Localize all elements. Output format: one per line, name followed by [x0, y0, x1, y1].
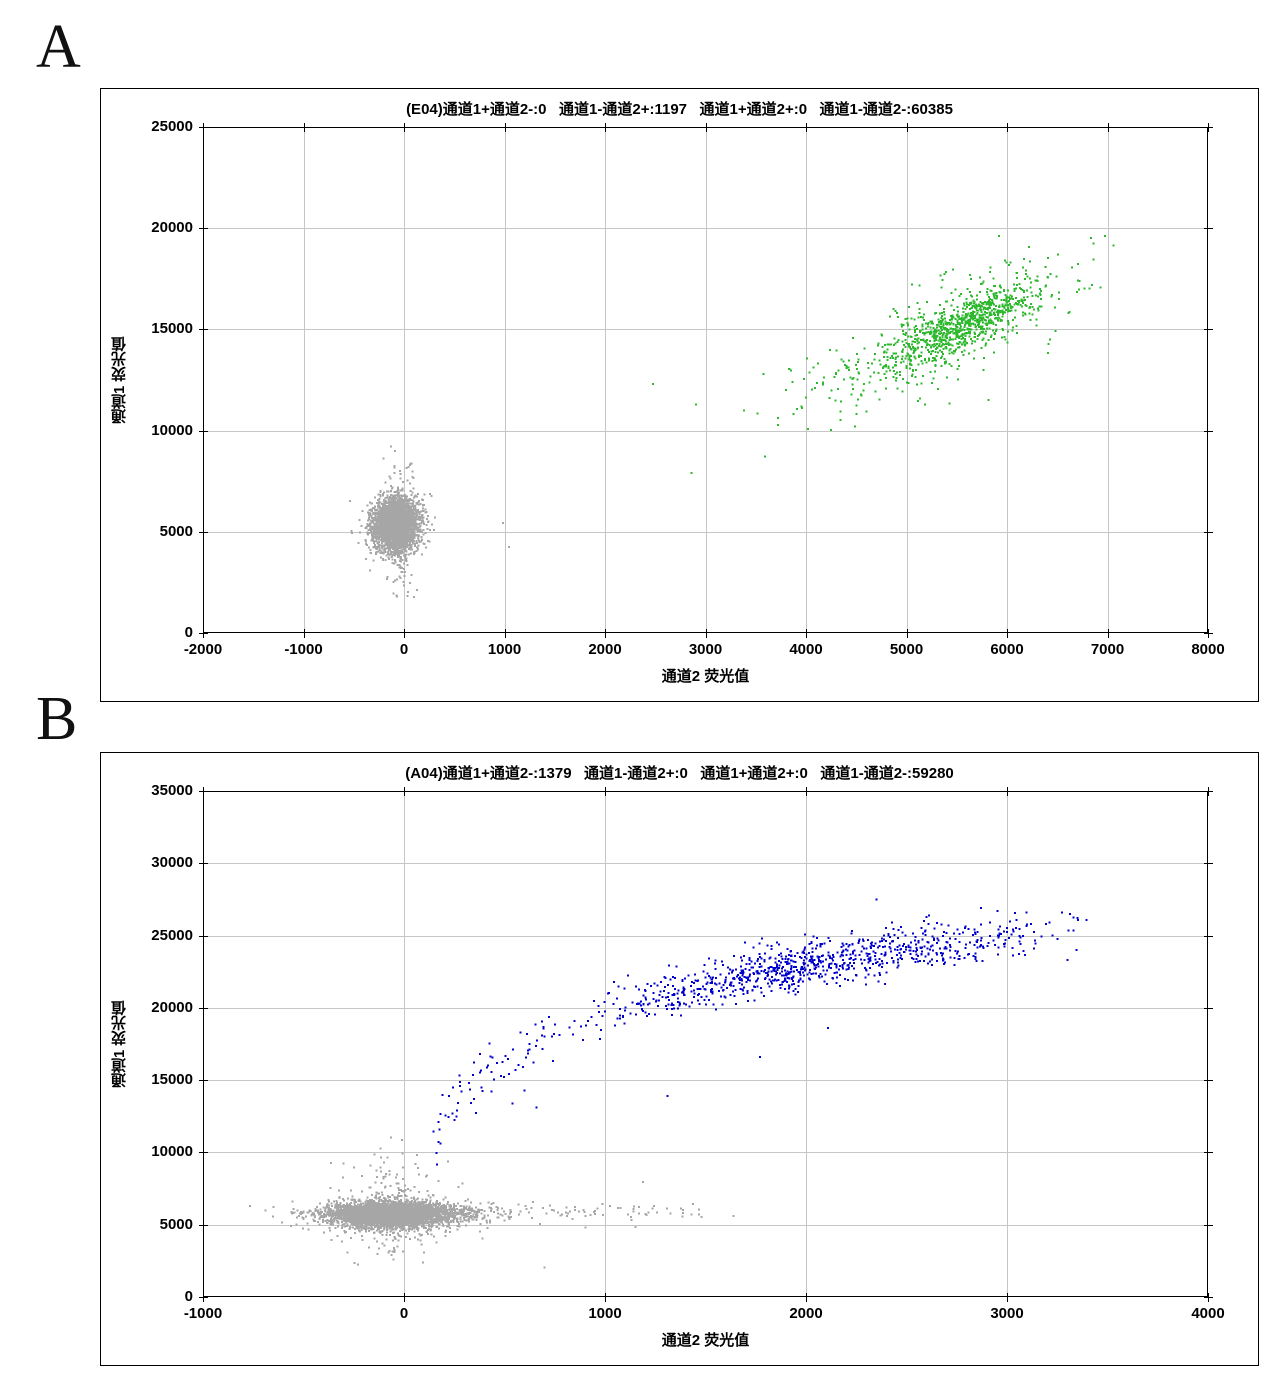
- y-tick-label: 0: [184, 624, 193, 641]
- cluster-negative-rain-strip: [439, 1201, 703, 1229]
- gridlines: [204, 128, 1207, 632]
- scatter-plot-a: [199, 123, 1213, 638]
- plot-border: [203, 127, 1208, 633]
- y-axis-title-a: 通道1 荧光值: [111, 336, 128, 424]
- x-tick-label: -2000: [183, 641, 223, 658]
- x-tick-label: 8000: [1191, 641, 1225, 658]
- chart-panel-b: (A04)通道1+通道2-:1379 通道1-通道2+:0 通道1+通道2+:0…: [100, 752, 1259, 1366]
- y-tick-label: 5000: [159, 1215, 193, 1233]
- tick-marks: [199, 787, 1213, 1302]
- cluster-negative-lower-tail: [392, 532, 415, 598]
- cluster-positive-outliers: [652, 244, 1115, 474]
- x-tick-label: -1000: [183, 1305, 223, 1322]
- x-tick-label: -1000: [284, 641, 323, 658]
- y-tick-label: 5000: [159, 522, 193, 540]
- scatter-points-layer: [249, 898, 1088, 1269]
- x-tick-label: 7000: [1090, 641, 1125, 658]
- plot-border: [203, 791, 1208, 1297]
- y-tick-label: 25000: [151, 118, 193, 135]
- cluster-positive-low-outliers: [511, 1027, 829, 1109]
- y-tick-label: 35000: [151, 782, 193, 799]
- panel-label-a: A: [36, 13, 81, 81]
- cluster-positive-low-tail: [743, 349, 946, 426]
- x-tick-label: 1000: [588, 1305, 622, 1322]
- gridlines: [204, 792, 1207, 1296]
- x-axis-title-b: 通道2 荧光值: [661, 1332, 750, 1349]
- x-tick-label: 2000: [588, 641, 622, 658]
- x-axis-title-a: 通道2 荧光值: [661, 668, 750, 685]
- x-tick-label: 3000: [688, 641, 723, 658]
- x-tick-label: 5000: [889, 641, 924, 658]
- x-tick-label: 6000: [990, 641, 1024, 658]
- cluster-negative-halo: [349, 475, 436, 591]
- y-tick-label: 30000: [151, 854, 193, 872]
- chart-panel-a: (E04)通道1+通道2-:0 通道1-通道2+:1197 通道1+通道2+:0…: [100, 88, 1259, 702]
- y-tick-label: 25000: [151, 926, 193, 944]
- y-tick-label: 15000: [151, 1071, 193, 1089]
- chart-title-b: (A04)通道1+通道2-:1379 通道1-通道2+:0 通道1+通道2+:0…: [405, 765, 954, 782]
- scatter-plot-b: [199, 787, 1213, 1302]
- scatter-points-layer: [349, 235, 1115, 598]
- cluster-negative-core: [351, 476, 433, 570]
- cluster-negative-upper-fringe: [330, 1136, 464, 1215]
- cluster-positive-top-outliers: [875, 898, 1079, 919]
- x-tick-label: 1000: [487, 641, 522, 658]
- y-tick-label: 10000: [151, 1143, 193, 1161]
- x-tick-label: 0: [399, 1305, 409, 1322]
- cluster-negative-upper-fringe: [382, 445, 415, 480]
- cluster-negative-halo: [290, 1180, 506, 1254]
- x-tick-label: 0: [399, 641, 409, 658]
- cluster-negative-wide: [249, 1200, 520, 1229]
- y-tick-label: 20000: [151, 998, 193, 1016]
- cluster-positive-band: [548, 910, 1088, 1062]
- x-tick-label: 4000: [789, 641, 823, 658]
- y-tick-label: 0: [184, 1288, 193, 1305]
- chart-title-a: (E04)通道1+通道2-:0 通道1-通道2+:1197 通道1+通道2+:0…: [406, 101, 953, 118]
- cluster-positive-rain: [432, 1020, 546, 1166]
- y-tick-label: 20000: [151, 219, 193, 237]
- x-tick-label: 4000: [1191, 1305, 1225, 1322]
- y-tick-label: 10000: [151, 421, 193, 439]
- y-tick-label: 15000: [151, 320, 193, 338]
- panel-label-b: B: [36, 685, 78, 753]
- tick-marks: [199, 123, 1213, 638]
- x-tick-label: 2000: [789, 1305, 823, 1322]
- cluster-negative-strays: [543, 1181, 735, 1269]
- x-tick-label: 3000: [990, 1305, 1024, 1322]
